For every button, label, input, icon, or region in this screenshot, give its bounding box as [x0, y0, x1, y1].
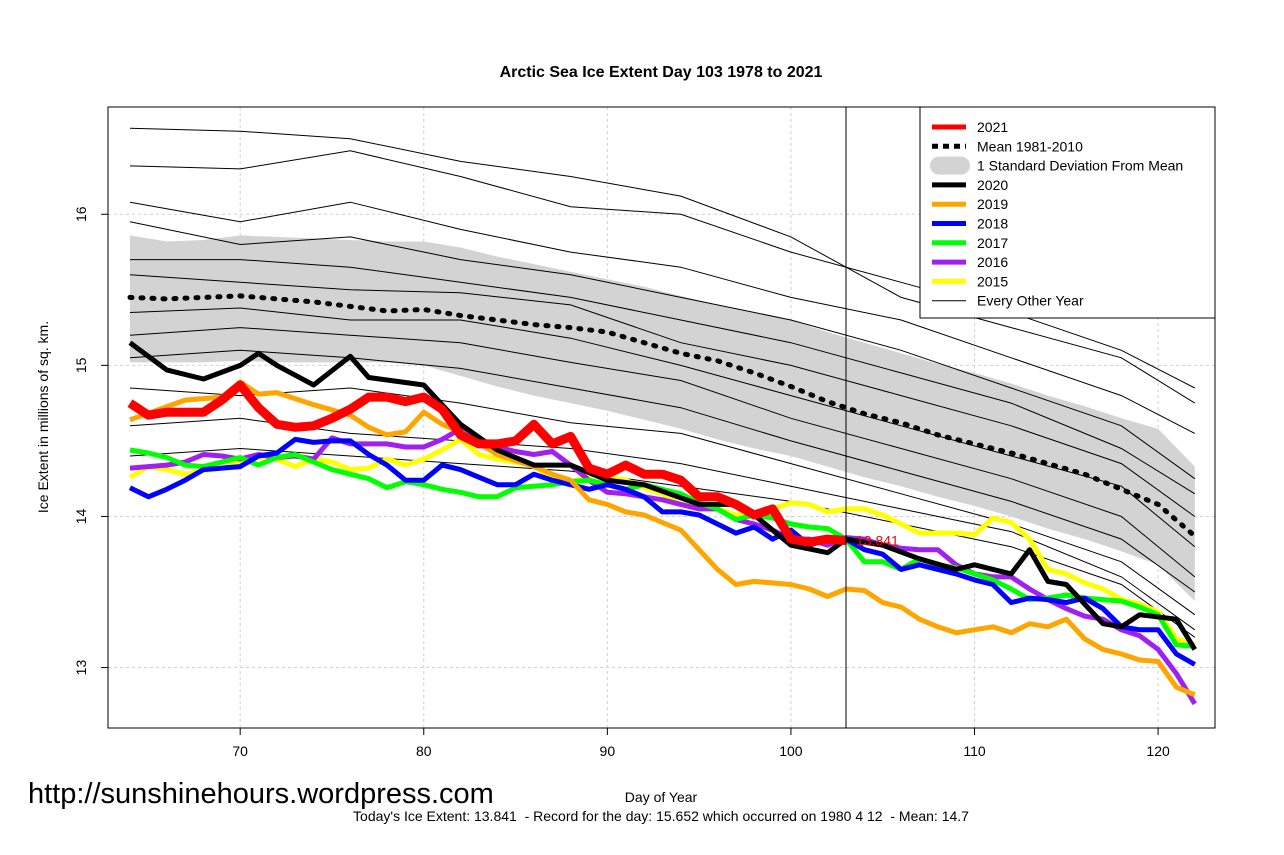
legend-swatch: [930, 156, 970, 175]
legend-label: 2019: [977, 196, 1008, 212]
other-year-line: [130, 259, 1196, 495]
other-year-line: [129, 221, 1196, 480]
legend-label: 2020: [977, 177, 1008, 193]
x-tick-label: 80: [416, 743, 432, 759]
mean-line: [127, 293, 1198, 539]
legend: 2021 Mean 1981-2010 1 Standard Deviation F…: [919, 106, 1216, 319]
legend-label: 2021: [977, 119, 1008, 135]
x-tick-label: 70: [232, 743, 248, 759]
other-year-line: [129, 327, 1196, 578]
chart-title: Arctic Sea Ice Extent Day 103 1978 to 20…: [500, 64, 823, 81]
x-tick-label: 110: [963, 743, 986, 759]
legend-label: 2015: [977, 273, 1008, 289]
legend-label: Mean 1981-2010: [977, 138, 1083, 154]
y-tick-label: 14: [73, 508, 89, 524]
series-line-2020: [128, 340, 1197, 651]
series-line-2018: [128, 436, 1197, 667]
series-line-2021: [127, 380, 847, 547]
legend-label: 1 Standard Deviation From Mean: [977, 158, 1183, 174]
legend-label: 2017: [977, 235, 1008, 251]
other-year-line: [129, 307, 1196, 548]
plot-frame: [107, 106, 1216, 729]
other-year-line: [129, 387, 1196, 616]
legend-label: Every Other Year: [977, 293, 1084, 309]
x-tick-label: 90: [600, 743, 616, 759]
x-axis-label: Day of Year: [625, 789, 698, 805]
sd-band: [130, 235, 1195, 602]
footer-stats: Today's Ice Extent: 13.841 - Record for …: [353, 808, 969, 824]
legend-box: [919, 106, 1216, 319]
y-tick-label: 16: [73, 206, 89, 222]
legend-label: 2018: [977, 216, 1008, 232]
y-tick-label: 13: [73, 660, 89, 676]
x-tick-label: 100: [779, 743, 803, 759]
x-tick-label: 120: [1146, 743, 1170, 759]
other-year-line: [129, 150, 1196, 389]
series-line-2019: [129, 379, 1196, 698]
legend-label: 2016: [977, 254, 1008, 270]
y-axis-label: Ice Extent in millions of sq. km.: [35, 321, 51, 513]
other-year-line: [129, 201, 1196, 434]
other-year-line: [129, 127, 1196, 404]
watermark-url: http://sunshinehours.wordpress.com: [28, 778, 494, 810]
current-value-label: 13.841: [856, 532, 899, 548]
other-year-line: [129, 349, 1196, 593]
other-year-line: [129, 274, 1196, 517]
y-tick-label: 15: [73, 357, 89, 373]
